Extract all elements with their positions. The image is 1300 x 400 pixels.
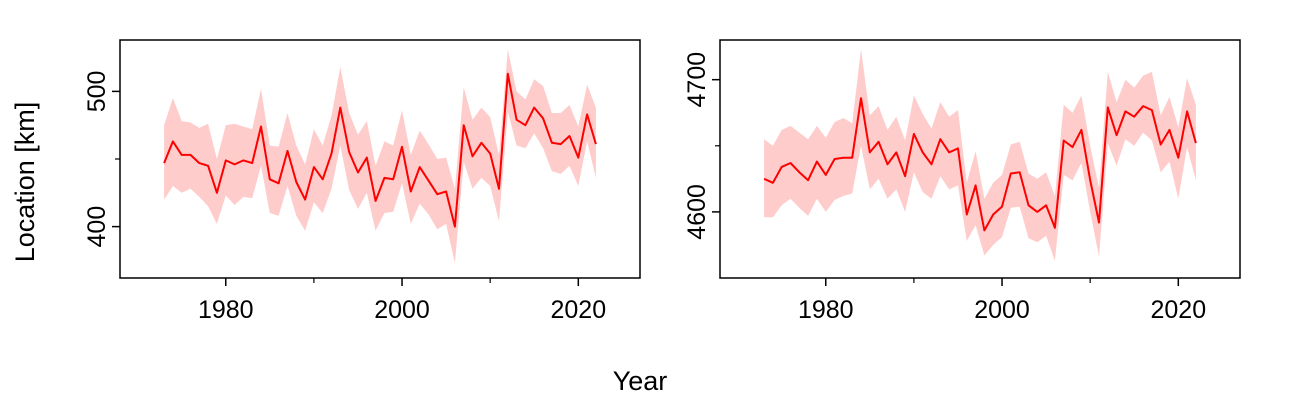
x-tick-label: 2020 xyxy=(1150,296,1206,324)
left-panel: 1980 2000 2020 400 500 xyxy=(83,39,641,324)
right-panel: 1980 2000 2020 4600 4700 xyxy=(683,39,1241,324)
x-tick-label: 2020 xyxy=(550,296,606,324)
y-tick-label: 4700 xyxy=(683,52,711,108)
x-tick-label: 2000 xyxy=(974,296,1030,324)
x-tick-label: 1980 xyxy=(798,296,854,324)
plot-frame xyxy=(719,39,1241,279)
y-tick-label: 500 xyxy=(83,71,111,113)
confidence-band xyxy=(764,49,1196,261)
y-tick-label: 4600 xyxy=(683,184,711,240)
y-tick-label: 400 xyxy=(83,206,111,248)
x-axis-label: Year xyxy=(613,366,668,396)
confidence-band xyxy=(164,49,596,264)
series-line xyxy=(163,72,597,228)
x-tick-label: 1980 xyxy=(198,296,254,324)
series-line xyxy=(763,97,1197,232)
y-axis-label: Location [km] xyxy=(10,102,40,263)
x-tick-label: 2000 xyxy=(374,296,430,324)
